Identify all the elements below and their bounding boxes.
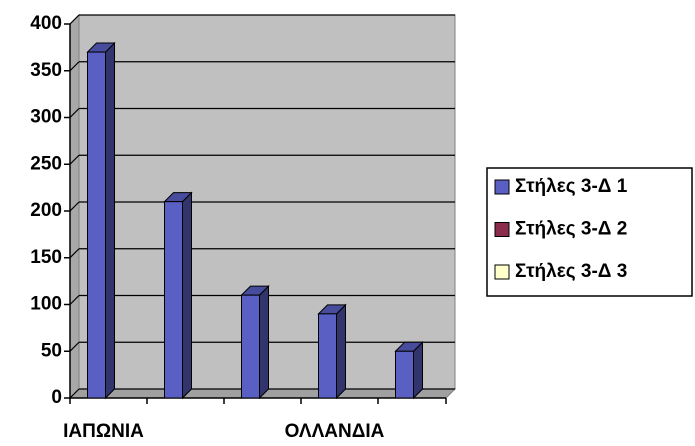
y-tick-label: 400 — [30, 13, 62, 34]
grid-line-side — [69, 341, 80, 352]
grid-line-side — [69, 61, 80, 72]
bar-front — [87, 51, 106, 399]
grid-line-side — [69, 248, 80, 259]
x-tick-label: ΟΛΛΑΝΔΙΑ — [285, 421, 385, 441]
bar-front — [318, 313, 337, 399]
y-tick-label: 50 — [41, 340, 62, 361]
legend-swatch — [494, 264, 510, 280]
bar-side — [105, 41, 115, 400]
y-tick-label: 150 — [30, 247, 62, 268]
bar — [163, 191, 193, 400]
bar-side — [182, 191, 192, 400]
bar-front — [395, 350, 414, 399]
bar-side — [336, 303, 346, 400]
y-tick-label: 300 — [30, 107, 62, 128]
y-tick-label: 250 — [30, 153, 62, 174]
grid-line-side — [69, 295, 80, 305]
y-tick-label: 200 — [30, 200, 62, 221]
y-tick-label: 100 — [30, 294, 62, 315]
legend-label: Στήλες 3-Δ 3 — [515, 261, 627, 282]
grid-line-side — [69, 14, 80, 25]
bar-front — [241, 294, 260, 399]
bar-front — [164, 201, 183, 399]
bar-side — [413, 341, 423, 400]
bar — [394, 341, 424, 400]
legend-swatch — [494, 222, 510, 237]
grid-line-side — [69, 388, 80, 399]
grid-line-side — [69, 154, 80, 165]
bar — [86, 41, 116, 400]
legend-swatch — [494, 179, 510, 195]
legend-box — [486, 167, 693, 297]
grid-line-side — [69, 201, 80, 212]
y-tick-label: 0 — [51, 387, 62, 408]
legend-label: Στήλες 3-Δ 1 — [515, 176, 628, 197]
y-tick-label: 350 — [30, 60, 62, 81]
grid-line-side — [69, 108, 80, 118]
legend-label: Στήλες 3-Δ 2 — [515, 219, 627, 240]
bar — [240, 284, 270, 400]
bar-side — [259, 284, 269, 400]
x-tick-label: ΙΑΠΩΝΙΑ — [63, 421, 144, 441]
bar — [317, 303, 347, 400]
